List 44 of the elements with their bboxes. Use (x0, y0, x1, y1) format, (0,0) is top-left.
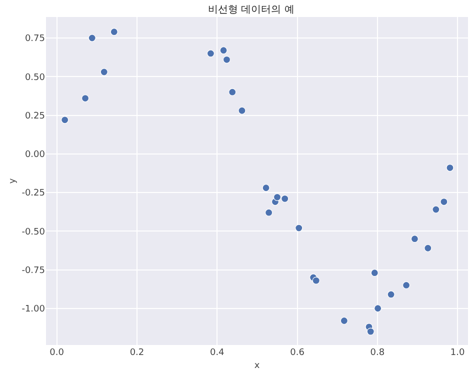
point (312, 276, 320, 284)
point (110, 28, 118, 36)
x-tick-label: 1.0 (450, 348, 466, 358)
point (238, 106, 246, 114)
point (220, 46, 228, 54)
point (222, 56, 231, 64)
y-tick-label: 0.50 (24, 72, 46, 83)
point (370, 269, 378, 277)
point (424, 244, 432, 252)
y-axis-title: y (8, 178, 18, 184)
point (273, 193, 282, 201)
point (440, 198, 448, 206)
point (262, 184, 270, 192)
point (402, 281, 410, 290)
y-tick-label: 0.75 (24, 34, 45, 44)
y-tick-label: -0.50 (22, 227, 46, 238)
point (410, 235, 418, 243)
x-axis-title: x (254, 360, 260, 371)
point (366, 328, 374, 336)
point (340, 316, 348, 325)
chart-title: 비선형 데이터의 예 (208, 4, 294, 16)
y-tick-label: -0.25 (22, 188, 45, 199)
point (295, 224, 303, 232)
y-tick-label: -1.00 (22, 304, 46, 315)
point (432, 206, 440, 214)
y-tick-label: 0.25 (24, 111, 45, 122)
x-tick-label: 0.8 (370, 348, 385, 358)
x-tick-label: 0.4 (210, 348, 225, 358)
y-tick-label: -0.75 (22, 266, 45, 276)
point (88, 34, 96, 42)
x-tick-label: 0.6 (290, 348, 305, 358)
point (81, 94, 90, 102)
point (100, 68, 108, 76)
x-tick-label: 0.2 (130, 348, 144, 358)
point (374, 304, 382, 312)
point (61, 116, 69, 124)
point (387, 290, 395, 298)
point (446, 164, 454, 172)
point (228, 88, 236, 96)
y-tick-label: 0.00 (24, 150, 46, 160)
point (281, 194, 289, 202)
point (206, 50, 215, 58)
point (265, 208, 273, 216)
x-tick-label: 0.0 (50, 348, 64, 358)
